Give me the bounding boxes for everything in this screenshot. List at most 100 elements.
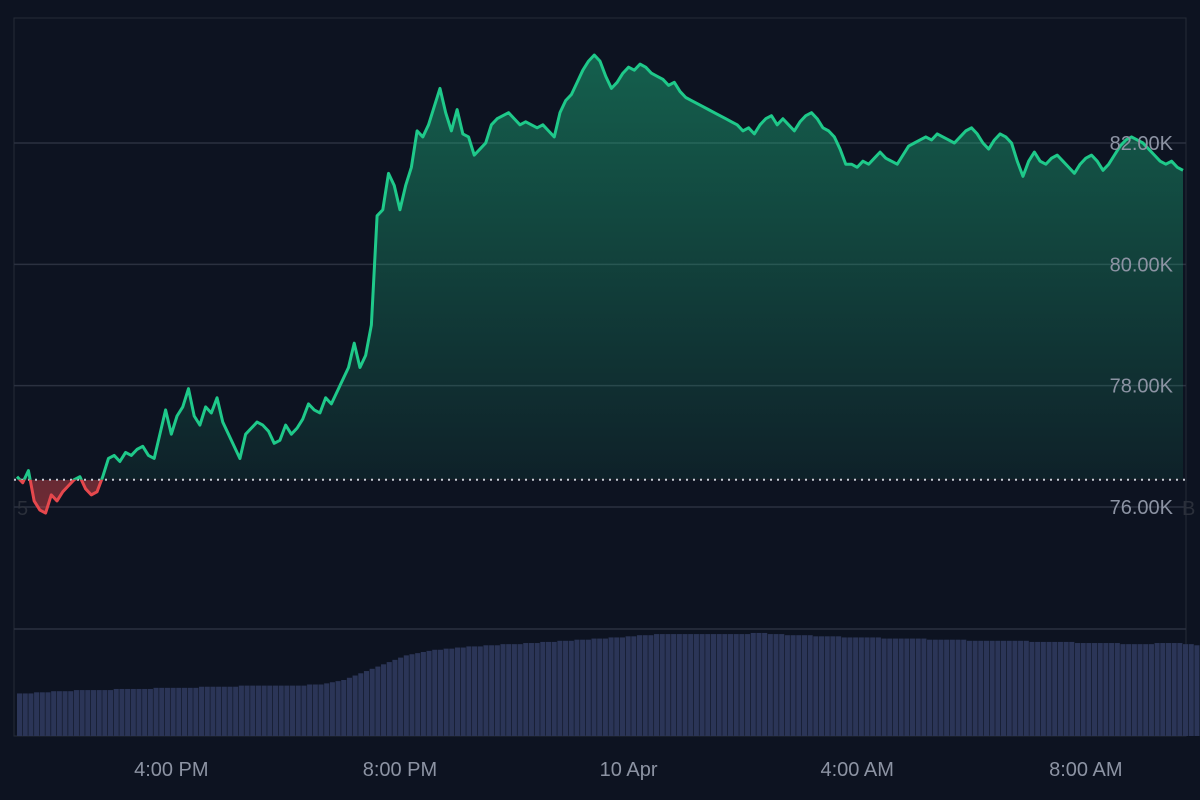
volume-bar xyxy=(1000,640,1007,736)
volume-bar xyxy=(295,685,301,736)
volume-bar xyxy=(39,692,45,736)
volume-bar xyxy=(1092,643,1098,736)
volume-bar xyxy=(346,677,352,736)
volume-bar xyxy=(90,690,97,736)
volume-bar xyxy=(1188,644,1194,736)
volume-bar xyxy=(881,638,887,736)
y-axis-labels: 82.00K 80.00K 78.00K 76.00K xyxy=(1110,133,1174,519)
volume-bar xyxy=(290,685,296,736)
volume-bar xyxy=(517,644,523,736)
volume-bar xyxy=(460,647,466,736)
volume-bar xyxy=(710,634,716,736)
volume-bar xyxy=(716,634,722,736)
volume-bar xyxy=(1103,643,1109,736)
volume-bar xyxy=(659,634,665,736)
volume-bar xyxy=(255,685,261,736)
y-tick-label: 76.00K xyxy=(1110,497,1174,519)
y-tick-label: 80.00K xyxy=(1110,254,1174,276)
volume-bar xyxy=(841,637,847,736)
volume-bar xyxy=(352,675,358,736)
volume-bar xyxy=(369,668,375,736)
volume-bar xyxy=(739,634,745,736)
volume-bar xyxy=(1148,644,1154,736)
volume-bar xyxy=(130,688,136,736)
volume-bar xyxy=(176,687,182,736)
volume-bar xyxy=(818,636,825,736)
volume-bar xyxy=(580,639,586,736)
volume-bar xyxy=(28,693,34,736)
volume-bar xyxy=(722,634,728,736)
x-tick-label: 4:00 AM xyxy=(821,759,894,781)
volume-bar xyxy=(415,653,421,736)
volume-bar xyxy=(164,687,170,736)
volume-bar xyxy=(108,690,114,736)
volume-bar xyxy=(927,639,933,736)
volume-bar xyxy=(443,648,449,736)
x-tick-label: 8:00 PM xyxy=(363,759,437,781)
volume-bar xyxy=(386,662,392,736)
volume-bar xyxy=(654,634,660,736)
volume-bar xyxy=(119,688,125,736)
volume-bar xyxy=(1063,641,1069,736)
volume-bar xyxy=(267,685,273,736)
volume-bar xyxy=(113,688,119,736)
volume-bar xyxy=(136,688,142,736)
volume-bar xyxy=(102,690,108,736)
y-tick-label: 82.00K xyxy=(1110,133,1174,155)
volume-bars xyxy=(17,632,1200,736)
volume-bar xyxy=(500,644,506,736)
volume-bar xyxy=(96,690,102,736)
volume-bar xyxy=(238,685,244,736)
price-area-below-baseline xyxy=(19,479,102,514)
volume-bar xyxy=(272,685,279,736)
volume-bar xyxy=(796,635,802,736)
volume-bar xyxy=(978,640,984,736)
volume-bar xyxy=(489,645,495,736)
volume-bar xyxy=(261,685,267,736)
x-tick-label: 10 Apr xyxy=(600,759,658,781)
volume-bar xyxy=(1086,643,1092,736)
x-tick-label: 8:00 AM xyxy=(1049,759,1122,781)
volume-bar xyxy=(784,635,790,736)
volume-bar xyxy=(62,691,68,736)
price-line-above-baseline xyxy=(15,53,1184,480)
volume-bar xyxy=(767,634,773,736)
volume-bar xyxy=(335,681,341,736)
volume-bar xyxy=(887,638,893,736)
volume-bar xyxy=(85,690,91,736)
right-edge-label: B xyxy=(1182,498,1195,520)
volume-bar xyxy=(528,643,534,736)
volume-bar xyxy=(1131,644,1137,736)
volume-bar xyxy=(858,637,864,736)
volume-bar xyxy=(284,685,290,736)
volume-bar xyxy=(574,639,580,736)
volume-bar xyxy=(1143,644,1149,736)
volume-bar xyxy=(523,643,529,736)
volume-bar xyxy=(568,640,574,736)
volume-bar xyxy=(608,637,614,736)
volume-bar xyxy=(324,683,330,736)
volume-bar xyxy=(381,664,387,736)
volume-bar xyxy=(477,646,483,736)
volume-bar xyxy=(921,638,927,736)
volume-bar xyxy=(278,685,284,736)
volume-bar xyxy=(995,640,1001,736)
volume-bar xyxy=(250,685,256,736)
volume-bar xyxy=(853,637,859,736)
volume-bar xyxy=(904,638,910,736)
volume-bar xyxy=(466,646,472,736)
volume-bar xyxy=(750,632,756,736)
volume-bar xyxy=(1023,640,1029,736)
volume-bar xyxy=(1029,641,1035,736)
volume-bar xyxy=(807,635,813,736)
volume-bar xyxy=(375,666,381,736)
volume-bar xyxy=(585,639,591,736)
volume-bar xyxy=(494,645,500,736)
volume-bar xyxy=(602,638,608,736)
volume-bar xyxy=(909,638,916,736)
volume-bar xyxy=(875,637,881,736)
volume-bar xyxy=(591,638,597,736)
volume-bar xyxy=(227,686,233,736)
